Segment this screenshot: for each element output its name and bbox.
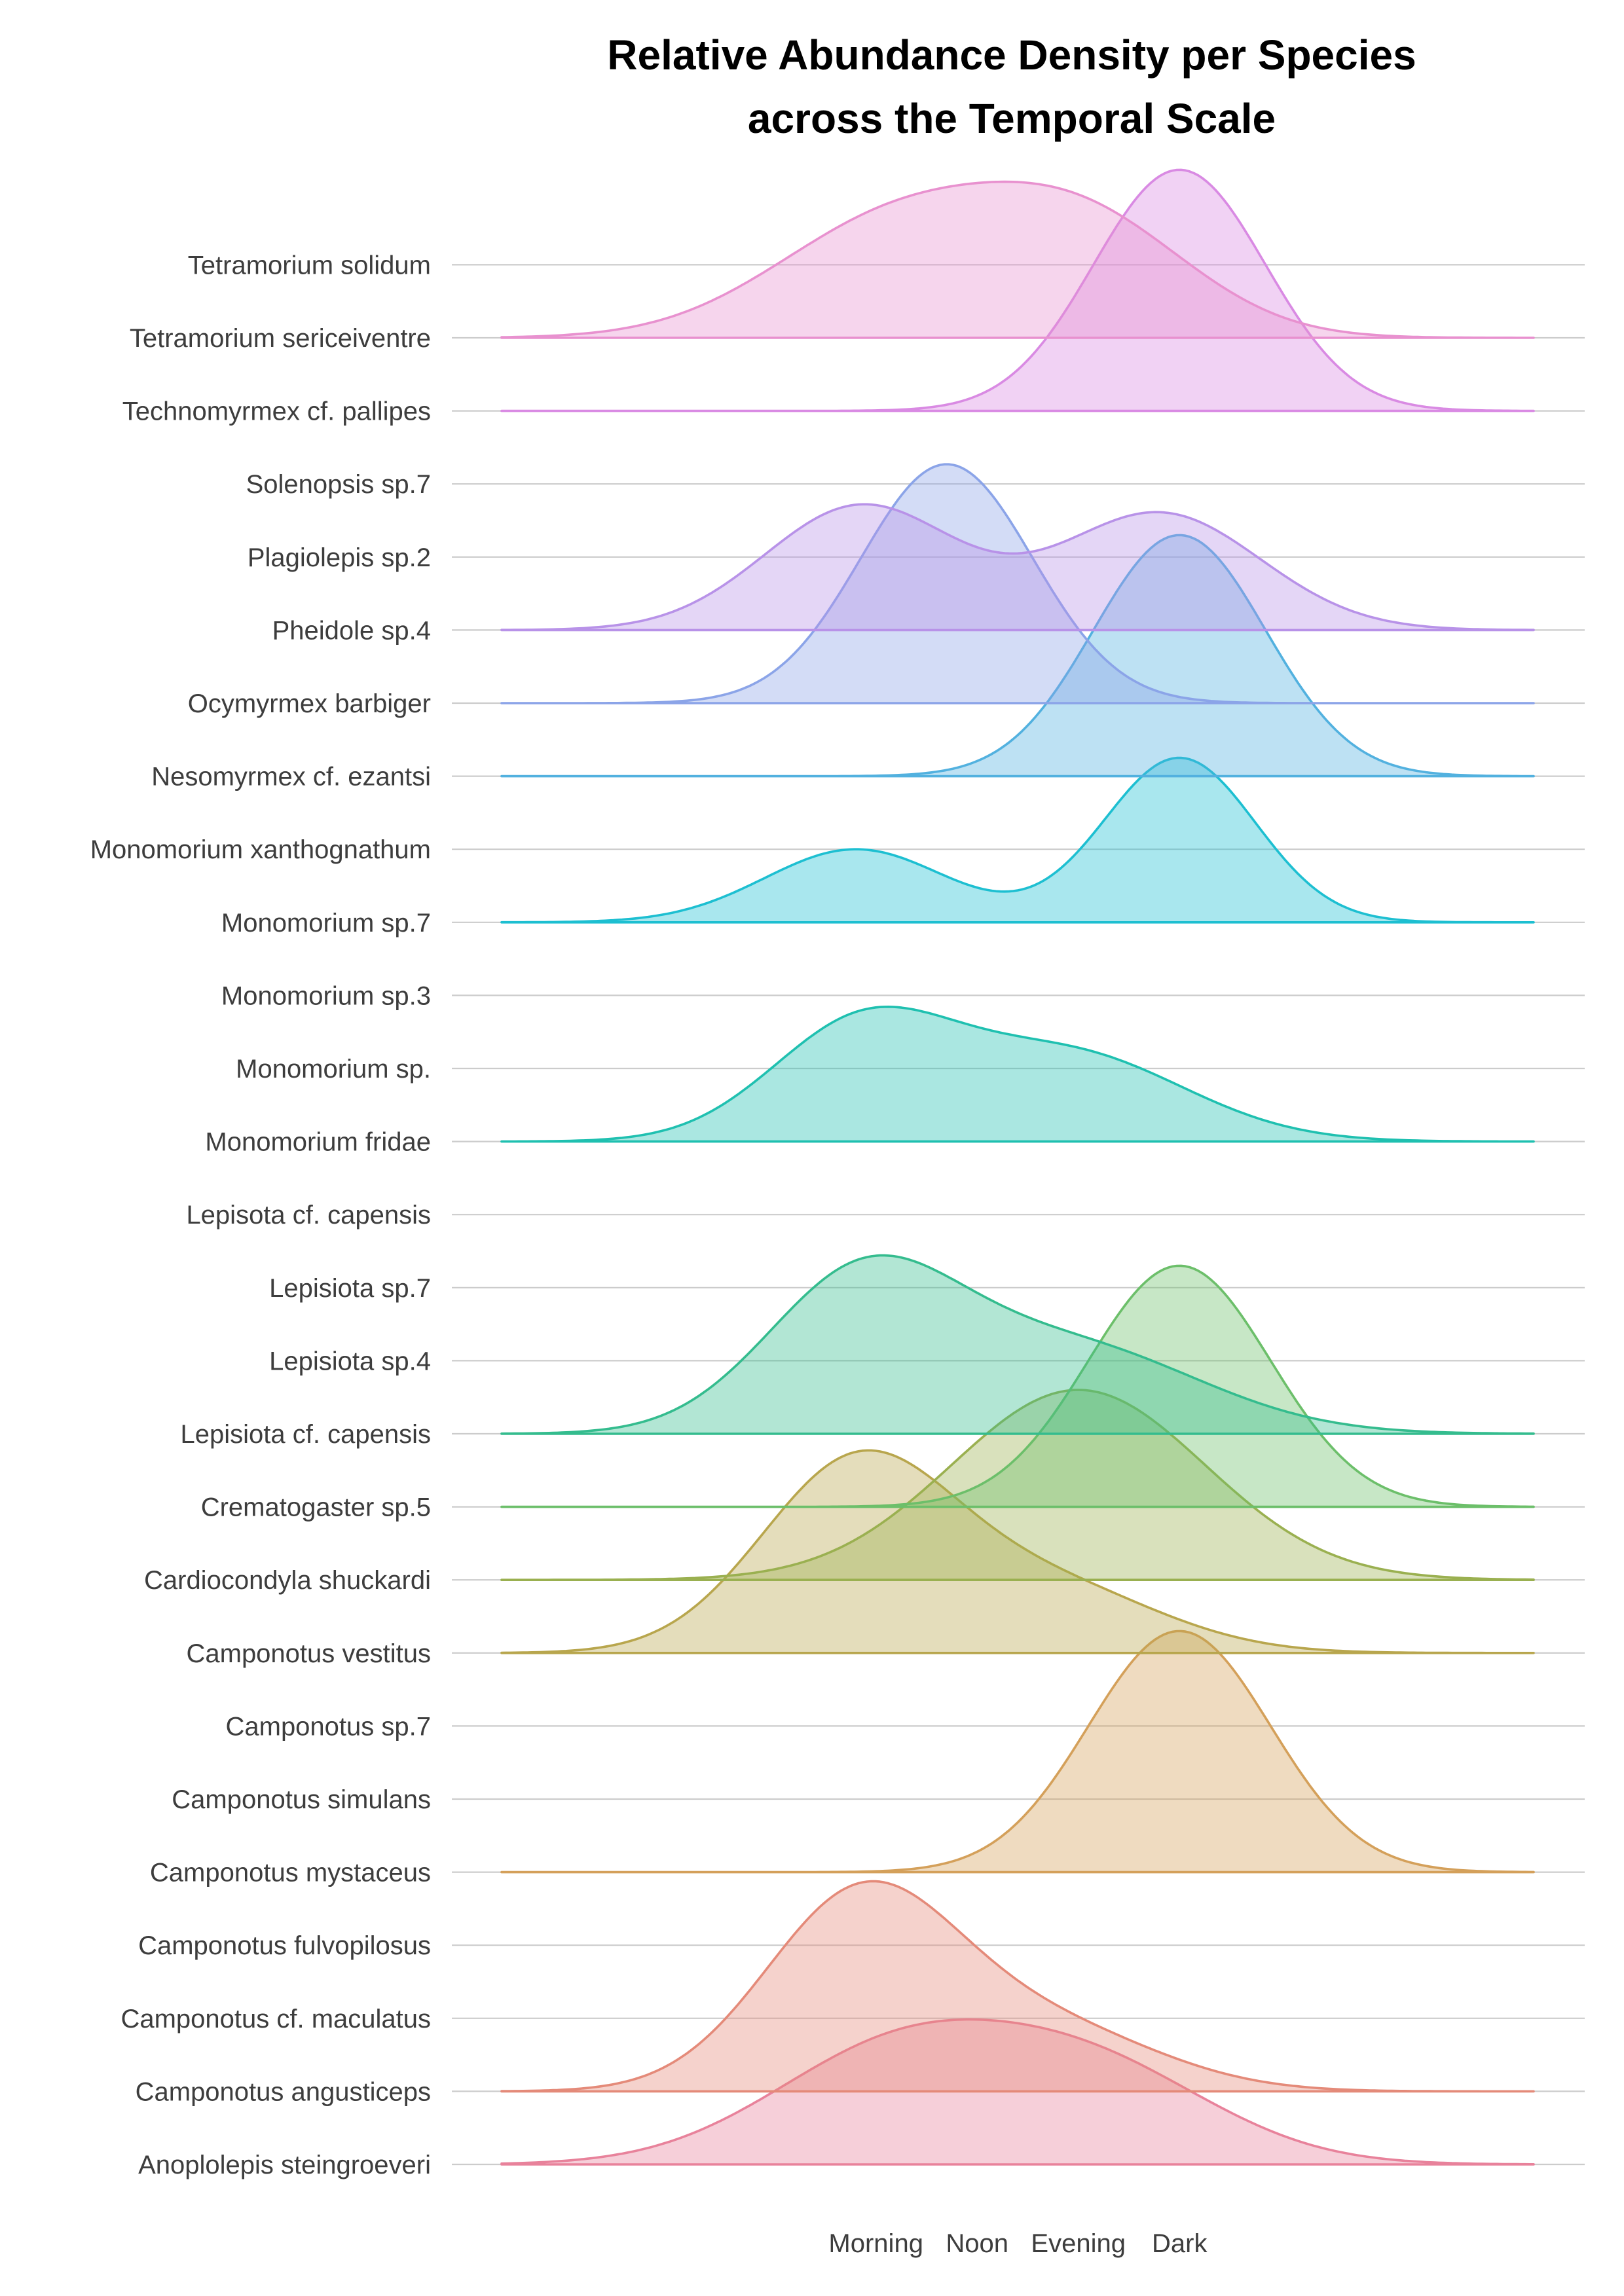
y-tick-label: Plagiolepis sp.2 [248,543,431,572]
y-tick-label: Camponotus simulans [172,1785,431,1814]
y-tick-label: Camponotus mystaceus [150,1859,431,1887]
ridge-cardiocondyla-shuckardi [500,1389,1535,1581]
y-tick-label: Ocymyrmex barbiger [188,689,431,718]
y-tick-label: Camponotus angusticeps [136,2077,431,2106]
y-tick-label: Anoplolepis steingroeveri [138,2151,431,2179]
ridge-monomorium-sp-7 [500,756,1535,924]
x-tick-label-morning: Morning [828,2229,923,2258]
y-tick-label: Camponotus sp.7 [225,1712,431,1741]
y-tick-label: Lepisiota sp.7 [269,1274,431,1303]
ridge-lepisiota-cf-capensis [500,1254,1535,1435]
x-tick-label-dark: Dark [1152,2229,1208,2258]
ridge-monomorium-fridae [500,1006,1535,1143]
y-tick-label: Lepisiota sp.4 [269,1347,431,1376]
y-tick-label: Monomorium xanthognathum [90,835,431,864]
y-tick-label: Tetramorium solidum [188,251,431,280]
chart-title: Relative Abundance Density per Species a… [607,31,1416,142]
ridge-camponotus-mystaceus [500,1630,1535,1874]
y-tick-label: Monomorium sp. [236,1055,431,1084]
ridge-pheidole-sp-4 [500,503,1535,632]
y-tick-label: Technomyrmex cf. pallipes [122,397,431,426]
y-tick-label: Nesomyrmex cf. ezantsi [151,763,431,792]
y-tick-label: Monomorium fridae [205,1128,431,1157]
density-ridges [500,168,1535,2166]
x-tick-labels: Morning Noon Evening Dark [828,2229,1208,2258]
chart-title-line-1: Relative Abundance Density per Species [607,31,1416,79]
y-tick-label: Lepisota cf. capensis [186,1201,431,1230]
y-tick-label: Crematogaster sp.5 [201,1493,431,1522]
x-tick-label-noon: Noon [946,2229,1008,2258]
x-tick-label-evening: Evening [1031,2229,1126,2258]
y-tick-label: Camponotus vestitus [186,1639,431,1668]
y-tick-label: Cardiocondyla shuckardi [144,1566,431,1595]
ridge-tetramorium-sericeiventre [500,180,1535,339]
ridge-nesomyrmex-cf-ezantsi [500,534,1535,778]
ridge-crematogaster-sp-5 [500,1264,1535,1508]
y-tick-labels: Anoplolepis steingroeveri Camponotus angu… [90,251,431,2179]
y-tick-label: Monomorium sp.7 [221,909,431,938]
y-tick-label: Monomorium sp.3 [221,981,431,1010]
ridge-technomyrmex-cf-pallipes [500,168,1535,412]
ridge-camponotus-vestitus [500,1449,1535,1654]
ridge-ocymyrmex-barbiger [500,463,1535,704]
y-tick-label: Lepisiota cf. capensis [181,1420,431,1449]
y-tick-label: Solenopsis sp.7 [246,470,431,499]
y-tick-label: Tetramorium sericeiventre [130,324,431,353]
y-tick-label: Pheidole sp.4 [272,616,431,645]
y-tick-label: Camponotus cf. maculatus [120,2005,431,2033]
y-tick-label: Camponotus fulvopilosus [138,1931,431,1960]
chart-title-line-2: across the Temporal Scale [748,95,1276,142]
ridge-camponotus-angusticeps [500,1880,1535,2093]
